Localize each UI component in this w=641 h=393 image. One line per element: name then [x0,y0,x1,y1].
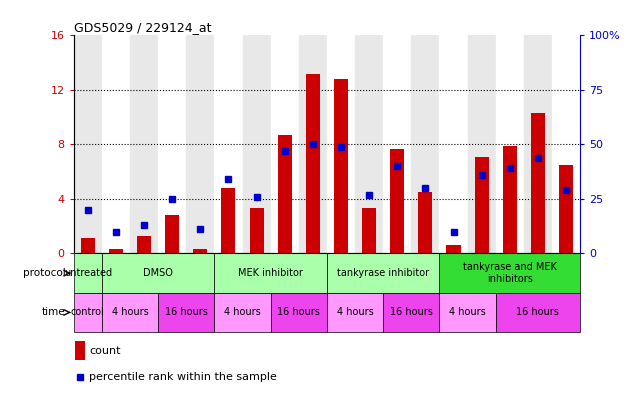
Bar [327,293,383,332]
Bar [187,35,214,253]
Bar [419,192,433,253]
Bar [355,35,383,253]
Bar [524,35,552,253]
Bar [299,35,327,253]
Bar [531,113,545,253]
Text: 16 hours: 16 hours [278,307,320,318]
Text: 4 hours: 4 hours [224,307,261,318]
Text: protocol: protocol [22,268,65,278]
Bar [74,293,102,332]
Bar [278,135,292,253]
Bar [214,35,242,253]
Bar [102,35,130,253]
Text: time: time [42,307,65,318]
Bar [75,341,85,360]
Text: 4 hours: 4 hours [449,307,486,318]
Bar [503,146,517,253]
Bar [221,188,235,253]
Text: count: count [89,345,121,356]
Bar [383,293,440,332]
Bar [447,244,460,253]
Bar [102,253,214,293]
Bar [495,293,580,332]
Text: untreated: untreated [63,268,112,278]
Bar [495,35,524,253]
Bar [440,35,467,253]
Text: 16 hours: 16 hours [517,307,560,318]
Bar [390,149,404,253]
Bar [327,35,355,253]
Text: control: control [71,307,104,318]
Bar [158,35,187,253]
Bar [440,293,495,332]
Text: 4 hours: 4 hours [337,307,374,318]
Bar [165,215,179,253]
Bar [81,239,95,253]
Text: 4 hours: 4 hours [112,307,148,318]
Bar [362,209,376,253]
Text: GDS5029 / 229124_at: GDS5029 / 229124_at [74,21,212,34]
Bar [334,79,348,253]
Text: percentile rank within the sample: percentile rank within the sample [89,372,277,382]
Bar [271,293,327,332]
Bar [474,157,488,253]
Bar [158,293,214,332]
Bar [102,293,158,332]
Bar [306,73,320,253]
Bar [249,209,263,253]
Bar [74,35,102,253]
Bar [327,253,440,293]
Bar [109,250,123,253]
Text: tankyrase inhibitor: tankyrase inhibitor [337,268,429,278]
Bar [383,35,412,253]
Bar [271,35,299,253]
Text: DMSO: DMSO [143,268,173,278]
Bar [552,35,580,253]
Bar [242,35,271,253]
Bar [440,253,580,293]
Bar [74,253,102,293]
Bar [130,35,158,253]
Bar [559,165,573,253]
Bar [194,249,207,253]
Bar [467,35,495,253]
Bar [137,236,151,253]
Text: 16 hours: 16 hours [165,307,208,318]
Text: tankyrase and MEK
inhibitors: tankyrase and MEK inhibitors [463,263,557,284]
Text: 16 hours: 16 hours [390,307,433,318]
Bar [412,35,440,253]
Bar [214,253,327,293]
Bar [214,293,271,332]
Text: MEK inhibitor: MEK inhibitor [238,268,303,278]
